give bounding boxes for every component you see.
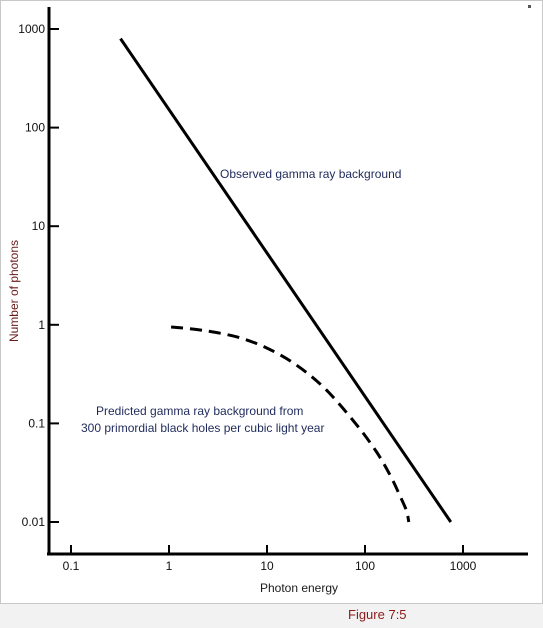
x-axis-title: Photon energy xyxy=(260,581,338,595)
axes xyxy=(47,7,528,556)
x-tick-label: 10 xyxy=(260,559,274,573)
y-axis-title: Number of photons xyxy=(7,240,21,342)
annotation-predicted-line-1: Predicted gamma ray background from xyxy=(96,404,303,418)
series-line-observed xyxy=(119,37,453,523)
y-tick-label: 10 xyxy=(32,219,46,233)
y-tick-label: 100 xyxy=(25,121,45,135)
annotation-predicted-line-2: 300 primordial black holes per cubic lig… xyxy=(81,421,324,435)
y-tick-label: 1 xyxy=(38,318,45,332)
y-tick-label: 0.01 xyxy=(22,515,46,529)
series-layer xyxy=(119,37,453,523)
chart: 0.01 0.1 1 10 100 1000 0.1 1 10 100 1000 Photon en… xyxy=(7,7,528,595)
y-tick-label: 1000 xyxy=(18,22,45,36)
series-line-predicted xyxy=(170,325,411,523)
figure-frame: 0.01 0.1 1 10 100 1000 0.1 1 10 100 1000 Photon en… xyxy=(0,0,543,604)
annotation-observed: Observed gamma ray background xyxy=(220,167,401,181)
x-tick-label: 0.1 xyxy=(63,559,80,573)
x-tick-label: 1 xyxy=(166,559,173,573)
ticks: 0.01 0.1 1 10 100 1000 0.1 1 10 100 1000 xyxy=(18,22,476,573)
x-tick-label: 100 xyxy=(355,559,375,573)
figure-caption: Figure 7:5 xyxy=(348,607,407,622)
corner-mark xyxy=(528,5,531,8)
x-tick-label: 1000 xyxy=(450,559,477,573)
y-tick-label: 0.1 xyxy=(28,416,45,430)
